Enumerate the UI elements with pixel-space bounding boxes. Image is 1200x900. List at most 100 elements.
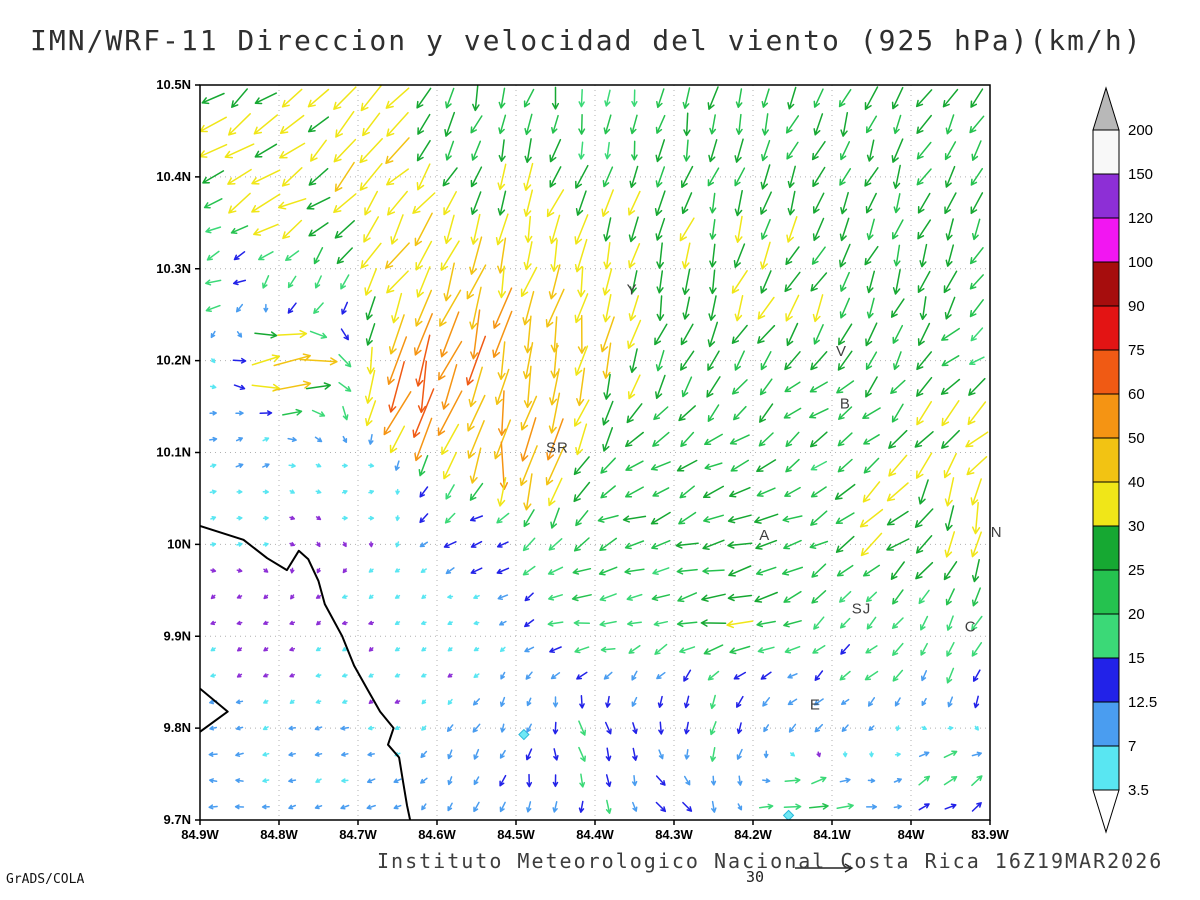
wind-arrow (700, 619, 727, 627)
wind-arrow (209, 410, 217, 416)
wind-arrow (494, 368, 510, 406)
wind-arrow (784, 486, 801, 497)
wind-arrow (840, 111, 849, 137)
wind-arrow (523, 189, 534, 217)
wind-arrow (810, 460, 828, 471)
wind-arrow (839, 243, 851, 268)
wind-arrow (550, 342, 559, 379)
wind-arrow (386, 336, 408, 385)
wind-arrow (394, 699, 401, 704)
wind-arrow (709, 243, 717, 268)
wind-arrow (812, 294, 824, 323)
wind-arrow (441, 423, 460, 455)
wind-arrow (365, 296, 376, 321)
wind-arrow (974, 725, 979, 731)
wind-arrow (704, 462, 723, 471)
wind-arrow (971, 802, 982, 812)
wind-arrow (865, 115, 878, 134)
wind-arrow (943, 452, 957, 479)
wind-arrow (943, 561, 958, 581)
wind-arrow (262, 752, 270, 757)
wind-arrow (316, 620, 321, 626)
wind-arrow (604, 721, 612, 735)
colorbar-segment (1092, 657, 1120, 703)
wind-arrow (341, 463, 348, 468)
wind-arrow (254, 92, 278, 105)
wind-arrow (262, 515, 269, 521)
wind-arrow (916, 168, 932, 186)
wind-arrow (553, 748, 559, 761)
wind-arrow (336, 247, 353, 265)
wind-arrow (603, 671, 613, 680)
colorbar-segment (1092, 613, 1120, 659)
wind-arrow (342, 405, 349, 421)
wind-arrow (438, 340, 463, 381)
wind-arrow (277, 198, 307, 210)
wind-arrow (578, 113, 586, 135)
wind-arrow (309, 330, 328, 339)
wind-arrow (788, 723, 797, 733)
wind-arrow (524, 138, 532, 164)
wind-arrow (263, 303, 269, 313)
wind-arrow (575, 510, 589, 527)
wind-arrow (253, 223, 279, 236)
wind-arrow (368, 541, 374, 548)
wind-arrow (416, 163, 431, 191)
wind-arrow (783, 539, 802, 550)
wind-arrow (867, 697, 876, 707)
wind-arrow (522, 342, 534, 380)
wind-arrow (886, 538, 910, 551)
wind-arrow (707, 350, 720, 371)
wind-arrow (395, 515, 400, 522)
colorbar-segment (1092, 701, 1120, 747)
wind-arrow (289, 620, 296, 626)
wind-arrow (498, 87, 506, 109)
wind-arrow (209, 778, 218, 784)
wind-arrow (364, 369, 376, 404)
wind-arrow (368, 568, 374, 573)
wind-arrow (920, 670, 928, 682)
wind-arrow (209, 725, 218, 731)
wind-arrow (388, 314, 405, 355)
wind-arrow (838, 88, 852, 108)
wind-arrow (970, 192, 984, 215)
wind-arrow (684, 721, 690, 735)
wind-arrow (838, 406, 853, 420)
wind-arrow (575, 164, 589, 189)
wind-arrow (836, 380, 855, 394)
wind-arrow (754, 513, 779, 524)
wind-arrow (413, 313, 433, 356)
lon-tick-label: 84.1W (813, 827, 851, 842)
wind-arrow (206, 250, 220, 261)
wind-arrow (757, 646, 775, 654)
wind-arrow (944, 141, 957, 161)
wind-arrow (497, 163, 507, 191)
wind-arrow (341, 673, 348, 678)
wind-arrow (812, 644, 826, 654)
wind-arrow (943, 750, 958, 759)
wind-arrow (366, 804, 376, 810)
wind-arrow (578, 720, 587, 736)
wind-arrow (259, 410, 273, 416)
wind-arrow (605, 774, 612, 788)
wind-arrow (307, 116, 330, 133)
wind-arrow (810, 510, 828, 526)
wind-arrow (944, 531, 956, 558)
wind-arrow (656, 295, 665, 322)
wind-arrow (890, 561, 905, 580)
lon-tick-label: 84.6W (418, 827, 456, 842)
wind-arrow (236, 594, 243, 599)
wind-arrow (602, 400, 614, 426)
colorbar-tick-label: 100 (1128, 254, 1153, 271)
wind-arrow (733, 243, 746, 268)
wind-arrow (733, 405, 747, 421)
wind-arrow (500, 723, 506, 733)
wind-arrow (625, 431, 644, 448)
wind-arrow (711, 800, 717, 813)
wind-arrow (367, 751, 375, 757)
wind-arrow (499, 696, 506, 707)
wind-arrow (552, 696, 559, 708)
wind-arrow (942, 88, 959, 108)
wind-arrow (203, 198, 223, 209)
wind-arrow (210, 568, 217, 573)
